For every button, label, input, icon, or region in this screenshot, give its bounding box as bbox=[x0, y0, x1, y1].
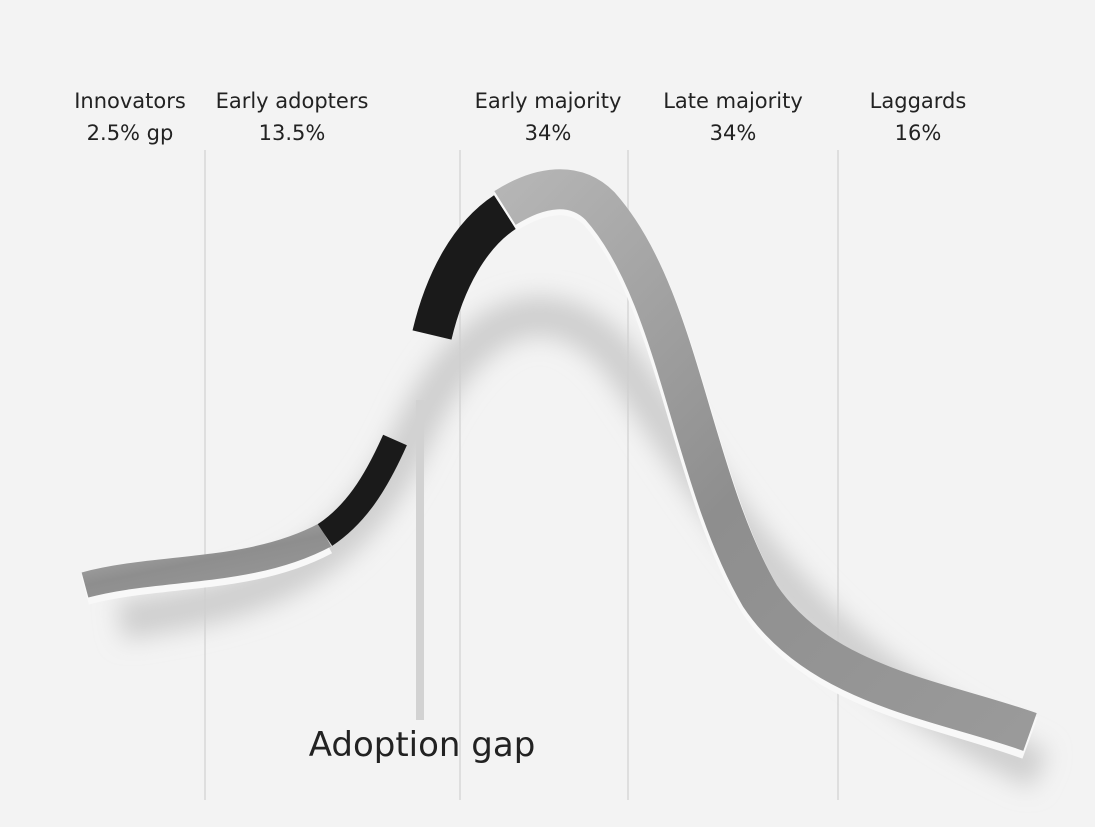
adoption-ribbon bbox=[81, 169, 1038, 759]
segment-name: Laggards bbox=[870, 89, 967, 113]
segment-share: 13.5% bbox=[259, 121, 326, 145]
segment-share: 16% bbox=[895, 121, 942, 145]
segment-name: Late majority bbox=[663, 89, 803, 113]
ribbon-shadow bbox=[116, 296, 1049, 789]
segment-share: 2.5% gp bbox=[87, 121, 174, 145]
segment-share: 34% bbox=[525, 121, 572, 145]
segment-name: Early adopters bbox=[216, 89, 369, 113]
segment-share: 34% bbox=[710, 121, 757, 145]
segment-name: Innovators bbox=[74, 89, 186, 113]
segment-name: Early majority bbox=[475, 89, 622, 113]
annotation: Adoption gap bbox=[309, 725, 536, 765]
